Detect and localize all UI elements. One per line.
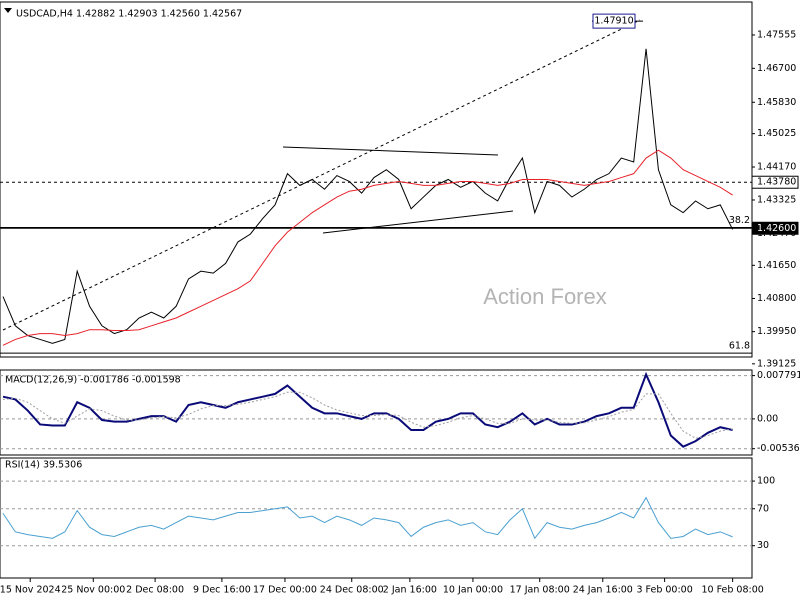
y-tick-label: 1.44170 [757,162,796,173]
panel-title: USDCAD,H4 1.42882 1.42903 1.42560 1.4256… [16,9,242,20]
series-line [2,48,734,344]
y-tick-label: 1.47555 [757,29,796,40]
price-panel [0,1,753,358]
x-tick-label: 25 Nov 00:00 [61,585,125,596]
y-tick-label: 1.43325 [757,194,796,205]
x-tick-label: 17 Dec 00:00 [253,585,317,596]
series-line [2,149,733,346]
y-tick-label: 0.00 [757,413,778,424]
panel-title: RSI(14) 39.5306 [5,460,82,471]
y-tick-label: 30 [757,540,769,551]
x-tick-label: 2 Jan 16:00 [383,585,437,596]
x-tick-label: 24 Dec 08:00 [320,585,384,596]
y-tick-label: 1.45025 [757,128,796,139]
panel-title: MACD(12,26,9) -0.001786 -0.001598 [5,375,181,386]
y-tick-label: 0.007791 [757,370,800,381]
watermark: Action Forex [483,284,607,309]
trend-line [2,19,641,331]
peak-tag [592,13,636,29]
rsi-panel [0,457,753,579]
y-tick-label: 100 [757,476,775,487]
y-tick-label: 1.46700 [757,63,796,74]
series-line [2,391,733,439]
y-tick-label: 70 [757,503,769,514]
level-tag [751,175,799,189]
series-line [2,496,733,540]
level-tag-label: 1.43780 [757,177,796,188]
y-tick-label: 1.40800 [757,293,796,304]
x-tick-label: 10 Feb 08:00 [701,585,763,596]
x-tick-label: 3 Feb 00:00 [636,585,692,596]
x-tick-label: 2 Dec 08:00 [126,585,184,596]
x-tick-label: 17 Jan 08:00 [510,585,570,596]
x-tick-label: 9 Dec 16:00 [193,585,251,596]
peak-label: 1.47910 [594,16,633,27]
macd-panel [0,369,753,456]
level-tag [751,221,799,235]
triangle-lower [322,210,514,234]
menu-arrow[interactable] [4,8,12,13]
x-tick-label: 15 Nov 2024 [0,585,61,596]
level-tag-label: 1.42600 [757,223,796,234]
fib-label: 38.2 [729,215,750,226]
y-tick-label: 1.39125 [757,358,796,369]
y-tick-label: 1.45830 [757,97,796,108]
x-tick-label: 10 Jan 00:00 [443,585,503,596]
series-line [2,371,733,448]
y-tick-label: -0.005367 [757,443,800,454]
y-tick-label: 1.39950 [757,326,796,337]
fib-label: 61.8 [729,341,750,352]
y-tick-label: 1.41650 [757,260,796,271]
triangle-upper [282,146,499,156]
x-tick-label: 24 Jan 16:00 [573,585,633,596]
